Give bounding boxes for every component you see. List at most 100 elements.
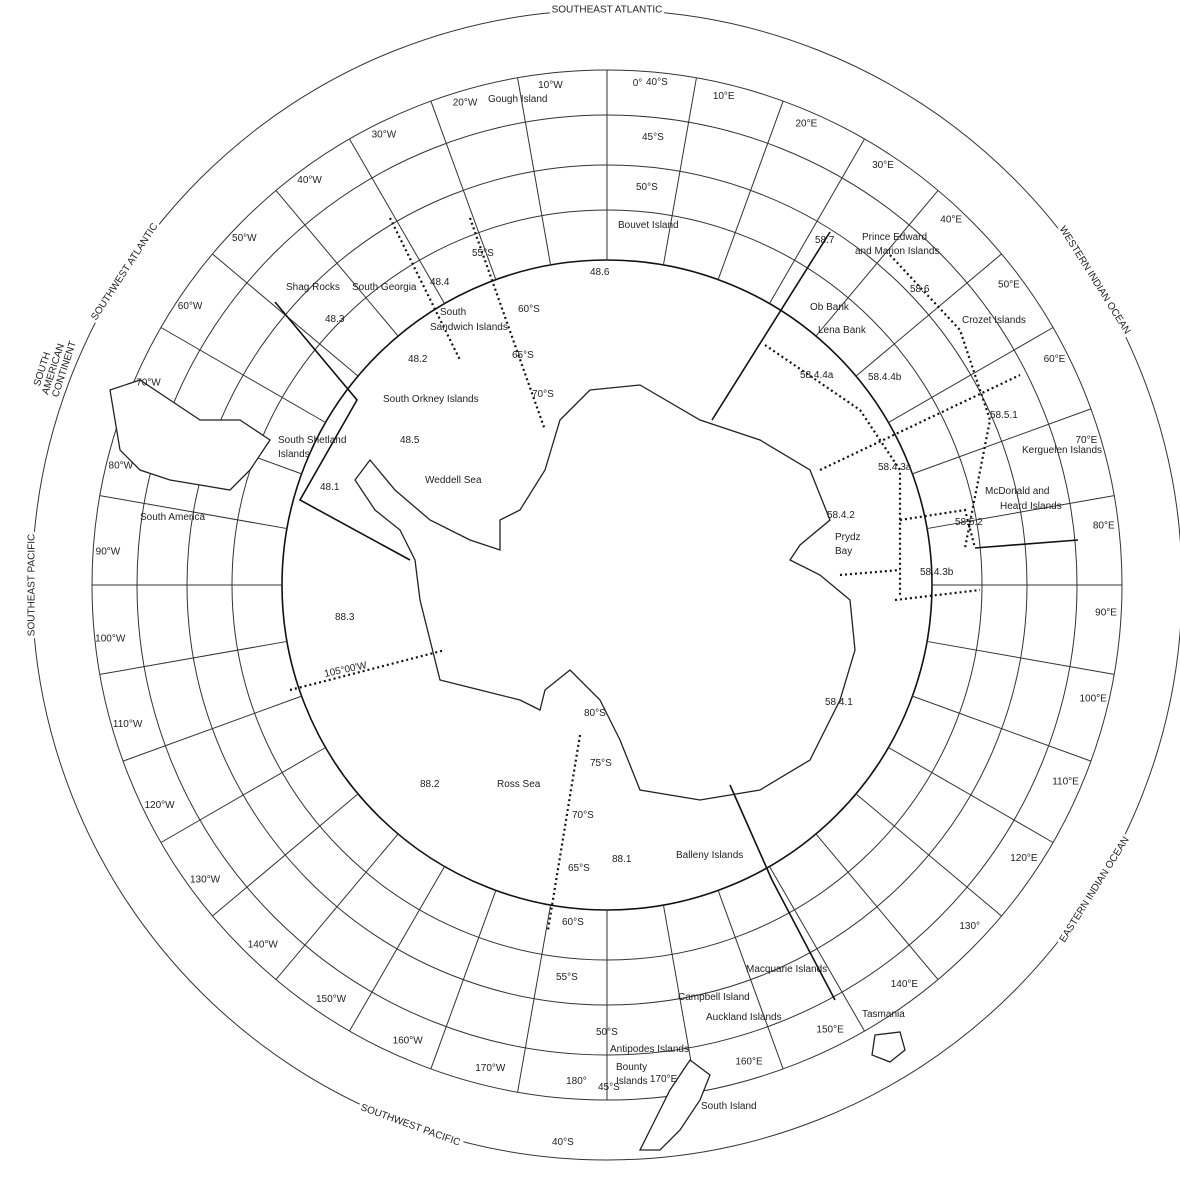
latitude-label: 40°S	[646, 77, 668, 88]
meridian-line	[855, 793, 1002, 917]
area-code: 48.3	[325, 314, 345, 325]
meridian-label: 160°E	[735, 1056, 763, 1067]
place-name: Macquarie Islands	[746, 964, 827, 975]
meridian-line	[926, 495, 1115, 530]
latitude-label: 50°S	[596, 1027, 618, 1038]
meridian-line	[815, 190, 939, 337]
area-code: 58.4.4b	[868, 372, 902, 383]
area-code: 58.5.2	[955, 517, 983, 528]
area-boundary	[819, 374, 1021, 471]
area-boundary	[274, 301, 411, 561]
new-zealand	[638, 1059, 711, 1151]
place-name: Weddell Sea	[425, 475, 482, 486]
south-america	[109, 379, 271, 491]
area-code: 48.6	[590, 267, 610, 278]
area-boundary	[289, 648, 446, 692]
area-code: 88.1	[612, 854, 632, 865]
area-boundary	[764, 344, 902, 595]
area-code: 58.7	[815, 235, 835, 246]
meridian-line	[122, 695, 302, 762]
ocean-sector-label: SOUTHWEST PACIFIC	[359, 1102, 462, 1148]
meridian-label: 120°E	[1010, 853, 1038, 864]
meridian-line	[275, 833, 399, 980]
area-boundary	[389, 217, 461, 361]
place-name: South Shetland	[278, 435, 346, 446]
meridian-line	[717, 890, 784, 1070]
latitude-label: 45°S	[642, 132, 664, 143]
place-name: Sandwich Islands	[430, 322, 508, 333]
meridian-label: 130°W	[190, 874, 221, 885]
area-boundary	[839, 568, 901, 577]
latitude-label: 75°S	[590, 758, 612, 769]
place-name: Kerguelen Islands	[1022, 445, 1102, 456]
latitude-label: 55°S	[472, 248, 494, 259]
meridian-line	[349, 138, 445, 304]
meridian-label: 140°E	[891, 979, 919, 990]
meridian-label: 60°E	[1044, 354, 1066, 365]
meridian-label: 180°	[566, 1076, 587, 1087]
meridian-label: 100°W	[95, 634, 126, 645]
area-boundary	[711, 231, 831, 421]
meridian-label: 50°E	[998, 280, 1020, 291]
meridian-line	[912, 695, 1092, 762]
meridian-label: 120°W	[144, 800, 175, 811]
latitude-label: 55°S	[556, 972, 578, 983]
meridian-label: 150°E	[816, 1024, 844, 1035]
area-code: 58.5.1	[990, 410, 1018, 421]
meridian-line	[815, 833, 939, 980]
place-name: Auckland Islands	[706, 1012, 782, 1023]
latitude-label: 60°S	[518, 304, 540, 315]
place-name: South America	[140, 512, 205, 523]
antarctica	[354, 384, 856, 801]
area-code: 88.3	[335, 612, 355, 623]
latitude-label: 70°S	[572, 810, 594, 821]
place-name: Tasmania	[862, 1009, 905, 1020]
latitude-label: 40°S	[552, 1137, 574, 1148]
area-boundary	[729, 784, 836, 1001]
meridian-line	[855, 253, 1002, 377]
meridian-label: 30°W	[372, 130, 397, 141]
meridian-label: 0°	[633, 78, 643, 89]
area-code: 58.6	[910, 284, 930, 295]
meridian-line	[160, 747, 326, 843]
meridian-label: 10°E	[713, 91, 735, 102]
area-boundary	[894, 588, 981, 602]
place-name: McDonald and	[985, 486, 1049, 497]
meridian-label: 170°W	[475, 1063, 506, 1074]
meridian-line	[912, 408, 1092, 475]
place-name: Campbell Island	[678, 992, 750, 1003]
meridian-line	[430, 890, 497, 1070]
ocean-sector-label: SOUTHEAST PACIFIC	[27, 534, 38, 636]
latitude-label: 60°S	[562, 917, 584, 928]
meridian-label: 80°W	[109, 460, 134, 471]
meridian-line	[769, 138, 865, 304]
place-name: South Georgia	[352, 282, 417, 293]
meridian-label: 30°E	[872, 160, 894, 171]
meridian-label: 60°W	[178, 301, 203, 312]
meridian-label: 40°W	[297, 175, 322, 186]
area-code: 58.4.3a	[878, 462, 912, 473]
place-name: Ross Sea	[497, 779, 541, 790]
meridian-line	[888, 327, 1054, 423]
meridian-line	[99, 640, 288, 675]
meridian-label: 100°E	[1080, 694, 1108, 705]
latitude-label: 70°S	[532, 389, 554, 400]
place-name: Prydz	[835, 532, 861, 543]
tasmania	[871, 1031, 906, 1063]
meridian-line	[717, 100, 784, 280]
meridian-label: 140°W	[248, 940, 279, 951]
meridian-label: 110°E	[1052, 776, 1079, 787]
latitude-label: 80°S	[584, 708, 606, 719]
place-name: Balleny Islands	[676, 850, 743, 861]
meridian-line	[349, 866, 445, 1032]
area-code: 58.4.3b	[920, 567, 954, 578]
place-name: Gough Island	[488, 94, 548, 105]
place-name: Shag Rocks	[286, 282, 340, 293]
meridian-label: 170°E	[650, 1074, 678, 1085]
meridian-label: 130°	[959, 921, 980, 932]
meridian-label: 90°E	[1095, 608, 1117, 619]
latitude-label: 65°S	[512, 350, 534, 361]
meridian-line	[662, 77, 697, 266]
place-name: Bouvet Island	[618, 220, 679, 231]
